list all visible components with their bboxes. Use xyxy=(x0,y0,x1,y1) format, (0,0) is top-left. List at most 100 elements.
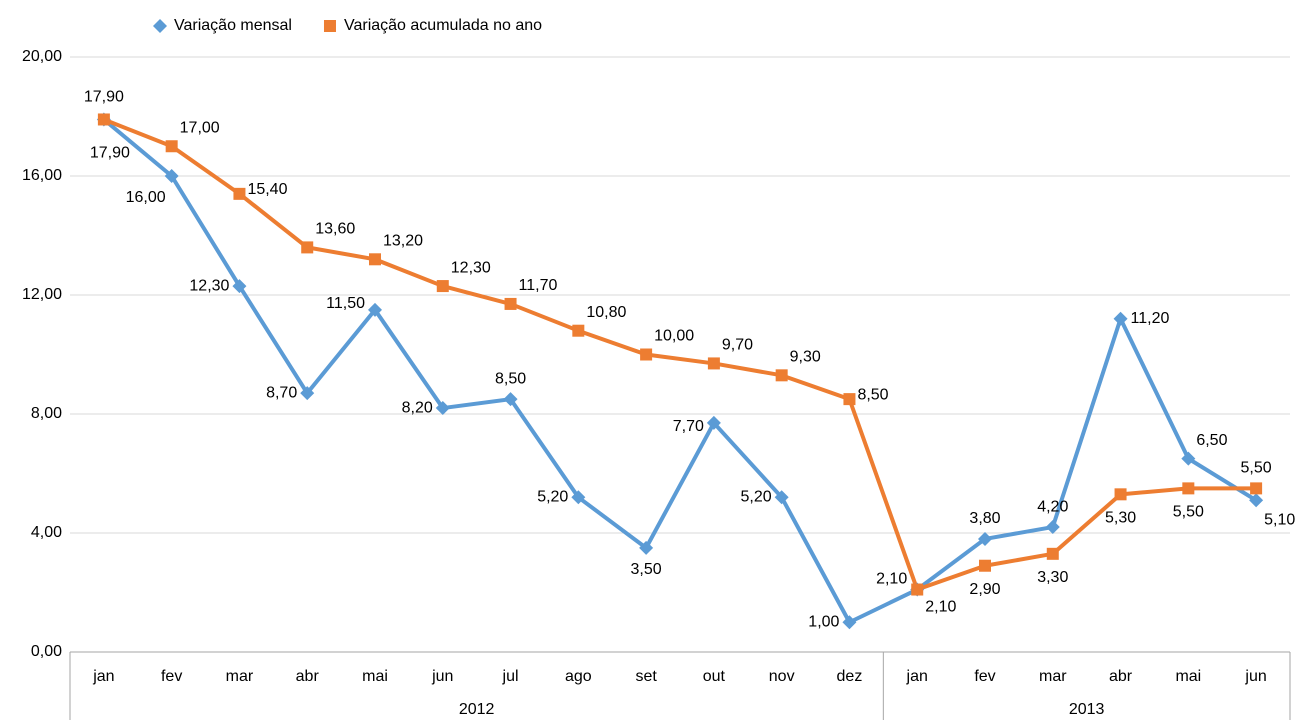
data-label: 8,20 xyxy=(402,399,433,416)
data-label: 5,20 xyxy=(537,489,568,506)
x-tick-label: nov xyxy=(769,668,795,685)
point-marker xyxy=(1113,311,1128,326)
x-tick-label: mar xyxy=(1039,668,1067,685)
point-marker xyxy=(1114,488,1127,501)
x-tick-label: abr xyxy=(1109,668,1133,685)
data-label: 16,00 xyxy=(126,189,166,206)
point-marker xyxy=(843,393,856,406)
point-marker xyxy=(1249,493,1264,508)
point-marker xyxy=(504,297,517,310)
data-label: 5,20 xyxy=(741,489,772,506)
point-marker xyxy=(911,583,924,596)
data-label: 2,90 xyxy=(969,581,1000,598)
x-tick-label: dez xyxy=(837,668,863,685)
point-marker xyxy=(300,386,315,401)
data-label: 5,30 xyxy=(1105,510,1136,527)
data-label: 17,90 xyxy=(84,89,124,106)
data-label: 15,40 xyxy=(247,181,287,198)
data-label: 5,10 xyxy=(1264,511,1295,528)
y-tick-label: 20,00 xyxy=(22,48,62,65)
series-line xyxy=(102,117,1258,625)
y-tick-label: 16,00 xyxy=(22,167,62,184)
point-marker xyxy=(1181,451,1196,466)
point-marker xyxy=(164,169,179,183)
point-marker xyxy=(436,280,449,293)
data-label: 9,30 xyxy=(790,349,821,366)
x-tick-label: jul xyxy=(502,668,519,685)
legend-label: Variação mensal xyxy=(174,17,292,34)
x-tick-label: ago xyxy=(565,668,592,685)
point-marker xyxy=(97,113,110,126)
point-marker xyxy=(233,187,246,200)
data-label: 2,10 xyxy=(925,599,956,616)
x-tick-label: fev xyxy=(974,668,995,685)
group-label: 2013 xyxy=(1069,701,1105,718)
x-tick-label: jun xyxy=(1244,668,1266,685)
x-tick-label: out xyxy=(703,668,726,685)
point-marker xyxy=(435,401,450,416)
point-marker xyxy=(775,369,788,382)
point-marker xyxy=(369,253,381,266)
point-marker xyxy=(503,392,518,407)
data-label: 11,70 xyxy=(519,277,558,294)
x-tick-label: mai xyxy=(1175,668,1201,685)
data-label: 12,30 xyxy=(451,259,491,276)
data-label: 13,60 xyxy=(315,221,355,238)
point-marker xyxy=(1182,482,1195,495)
x-tick-label: abr xyxy=(296,668,320,685)
x-tick-label: mar xyxy=(226,668,254,685)
point-marker xyxy=(706,415,721,430)
data-label: 3,30 xyxy=(1037,569,1068,586)
data-label: 9,70 xyxy=(722,337,753,354)
x-tick-label: set xyxy=(635,668,657,685)
data-label: 6,50 xyxy=(1196,432,1227,449)
point-marker xyxy=(707,357,720,370)
point-marker xyxy=(232,279,247,294)
y-tick-label: 12,00 xyxy=(22,286,62,303)
data-label: 8,50 xyxy=(857,386,888,403)
data-label: 17,90 xyxy=(90,145,130,162)
point-marker xyxy=(571,490,586,505)
x-tick-label: jun xyxy=(431,668,453,685)
data-label: 4,20 xyxy=(1037,498,1068,515)
data-label: 10,00 xyxy=(654,328,694,345)
point-marker xyxy=(1046,547,1059,560)
data-label: 2,10 xyxy=(876,571,907,588)
point-marker xyxy=(1045,520,1060,535)
data-label: 10,80 xyxy=(586,304,626,321)
point-marker xyxy=(165,140,178,153)
y-tick-label: 4,00 xyxy=(31,524,62,541)
legend-marker xyxy=(153,19,167,33)
series-line xyxy=(103,117,1257,592)
point-marker xyxy=(978,531,992,546)
data-label: 5,50 xyxy=(1173,504,1204,521)
data-label: 3,80 xyxy=(969,510,1000,527)
legend-marker xyxy=(323,20,336,32)
data-label: 17,00 xyxy=(180,119,220,136)
y-tick-label: 0,00 xyxy=(31,643,62,660)
data-label: 1,00 xyxy=(808,613,839,630)
point-marker xyxy=(842,615,857,630)
data-label: 8,70 xyxy=(266,384,297,401)
x-tick-label: jan xyxy=(92,668,114,685)
point-marker xyxy=(639,540,654,555)
point-marker xyxy=(301,241,314,254)
data-label: 11,50 xyxy=(326,295,365,312)
point-marker xyxy=(774,490,789,505)
x-tick-label: mai xyxy=(362,668,388,685)
point-marker xyxy=(1250,482,1263,495)
point-marker xyxy=(979,559,991,572)
group-label: 2012 xyxy=(459,701,495,718)
point-marker xyxy=(572,324,585,337)
legend-label: Variação acumulada no ano xyxy=(344,17,542,34)
x-tick-label: fev xyxy=(161,668,182,685)
data-label: 3,50 xyxy=(631,561,662,578)
data-label: 12,30 xyxy=(189,277,229,294)
point-marker xyxy=(368,302,382,317)
x-tick-label: jan xyxy=(906,668,928,685)
data-label: 8,50 xyxy=(495,370,526,387)
y-tick-label: 8,00 xyxy=(31,405,62,422)
data-label: 7,70 xyxy=(673,418,704,435)
data-label: 5,50 xyxy=(1241,460,1272,477)
